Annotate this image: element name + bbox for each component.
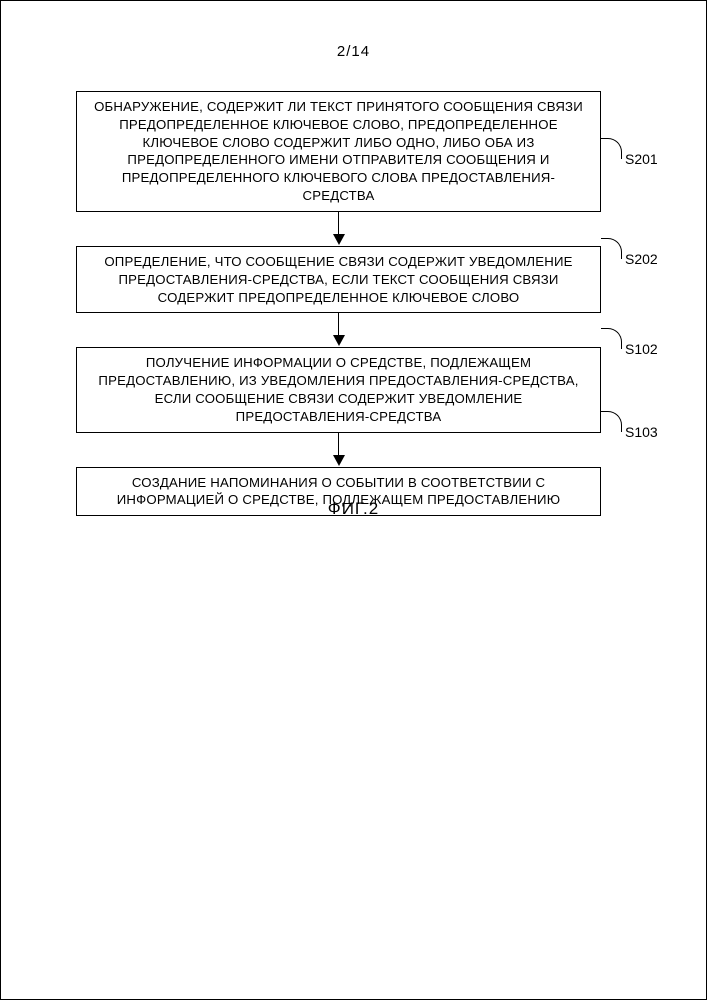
flow-step-box: ПОЛУЧЕНИЕ ИНФОРМАЦИИ О СРЕДСТВЕ, ПОДЛЕЖА… <box>76 347 601 432</box>
arrow-head-icon <box>333 335 345 346</box>
step-label: S201 <box>625 151 658 167</box>
flow-arrow <box>1 433 706 467</box>
flow-step-box: ОБНАРУЖЕНИЕ, СОДЕРЖИТ ЛИ ТЕКСТ ПРИНЯТОГО… <box>76 91 601 212</box>
page-frame: 2/14 ОБНАРУЖЕНИЕ, СОДЕРЖИТ ЛИ ТЕКСТ ПРИН… <box>0 0 707 1000</box>
step-label: S103 <box>625 424 658 440</box>
figure-caption: ФИГ.2 <box>1 499 706 519</box>
flow-step-box: ОПРЕДЕЛЕНИЕ, ЧТО СООБЩЕНИЕ СВЯЗИ СОДЕРЖИ… <box>76 246 601 313</box>
arrow-line <box>338 313 339 337</box>
page-number: 2/14 <box>1 43 706 60</box>
arrow-head-icon <box>333 455 345 466</box>
arrow-line <box>338 433 339 457</box>
step-label: S202 <box>625 251 658 267</box>
step-label: S102 <box>625 341 658 357</box>
arrow-head-icon <box>333 234 345 245</box>
arrow-line <box>338 212 339 236</box>
